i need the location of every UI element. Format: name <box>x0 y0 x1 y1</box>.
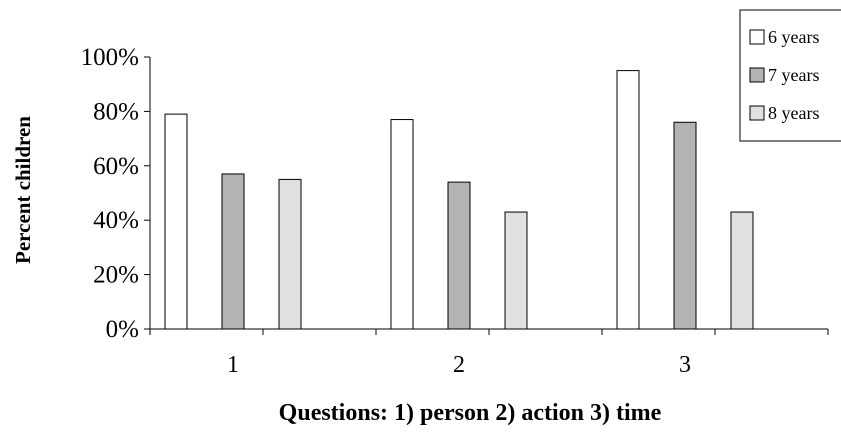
x-axis-label: Questions: 1) person 2) action 3) time <box>279 400 662 426</box>
y-axis: 0% 20% 40% 60% 80% 100% <box>81 44 151 343</box>
bar-6-years-q2 <box>390 119 414 330</box>
bar-7-years-q2 <box>447 181 471 330</box>
y-axis-label: Percent children <box>11 116 35 264</box>
y-tick-label: 60% <box>93 153 139 180</box>
bar-8-years-q3 <box>730 211 754 330</box>
x-tick-label: 1 <box>227 352 239 378</box>
bars-layer <box>164 70 754 330</box>
legend-label: 8 years <box>768 103 819 123</box>
x-tick-label: 3 <box>679 352 691 378</box>
y-tick-label: 100% <box>81 44 139 71</box>
bar-7-years-q3 <box>673 121 697 330</box>
bar-7-years-q1 <box>221 173 245 330</box>
y-tick-label: 0% <box>106 316 139 343</box>
x-tick-label: 2 <box>453 352 465 378</box>
legend-swatch <box>749 105 765 121</box>
bar-6-years-q3 <box>616 70 640 330</box>
y-tick-label: 40% <box>93 207 139 234</box>
legend-swatch <box>749 67 765 83</box>
bar-6-years-q1 <box>164 113 188 330</box>
legend-swatch <box>749 29 765 45</box>
legend: 6 years 7 years 8 years <box>739 9 841 142</box>
y-tick-label: 80% <box>93 98 139 125</box>
x-axis: 1 2 3 <box>149 328 829 378</box>
bar-8-years-q1 <box>278 178 302 330</box>
legend-label: 7 years <box>768 65 819 85</box>
legend-label: 6 years <box>768 27 819 47</box>
bar-8-years-q2 <box>504 211 528 330</box>
y-tick-label: 20% <box>93 262 139 289</box>
